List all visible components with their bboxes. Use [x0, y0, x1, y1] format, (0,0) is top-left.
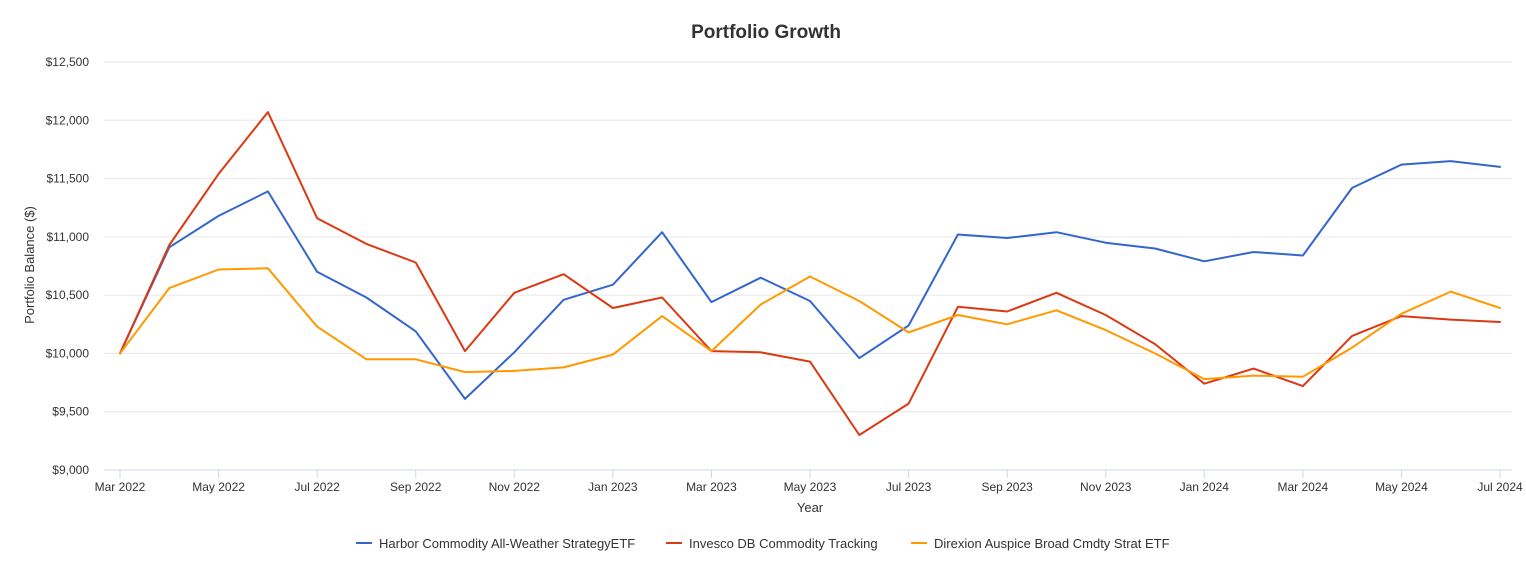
x-axis: Mar 2022 May 2022 Jul 2022 Sep 2022 Nov 2022…: [95, 469, 1523, 494]
series-lines: [119, 111, 1501, 436]
x-tick-label: Jan 2023: [588, 480, 638, 494]
x-tick-label: May 2022: [192, 480, 245, 494]
y-tick-label: $10,000: [46, 346, 90, 360]
legend-item-invesco[interactable]: Invesco DB Commodity Tracking: [666, 536, 878, 551]
x-tick-label: Sep 2022: [390, 480, 442, 494]
x-tick-label: Jul 2023: [886, 480, 932, 494]
x-tick-label: May 2024: [1375, 480, 1428, 494]
x-tick-label: May 2023: [784, 480, 837, 494]
series-line-1[interactable]: [119, 111, 1501, 436]
legend-label-direxion: Direxion Auspice Broad Cmdty Strat ETF: [934, 536, 1170, 551]
x-tick-label: Jul 2022: [294, 480, 340, 494]
y-tick-label: $11,500: [47, 172, 90, 186]
y-tick-label: $12,500: [46, 55, 90, 69]
y-tick-label: $9,000: [52, 463, 89, 477]
y-tick-label: $12,000: [46, 113, 90, 127]
gridlines: [104, 61, 1512, 413]
legend-label-invesco: Invesco DB Commodity Tracking: [689, 536, 878, 551]
y-axis-label: Portfolio Balance ($): [22, 206, 37, 324]
x-tick-label: Mar 2022: [95, 480, 146, 494]
x-tick-label: Jan 2024: [1180, 480, 1230, 494]
x-tick-label: Sep 2023: [981, 480, 1033, 494]
legend-item-harbor[interactable]: Harbor Commodity All-Weather StrategyETF: [356, 536, 635, 551]
x-tick-label: Jul 2024: [1477, 480, 1523, 494]
legend-label-harbor: Harbor Commodity All-Weather StrategyETF: [379, 536, 635, 551]
y-tick-label: $10,500: [46, 288, 90, 302]
y-tick-label: $9,500: [52, 405, 89, 419]
x-tick-label: Nov 2023: [1080, 480, 1132, 494]
legend-item-direxion[interactable]: Direxion Auspice Broad Cmdty Strat ETF: [911, 536, 1170, 551]
x-tick-label: Mar 2024: [1278, 480, 1329, 494]
chart-title: Portfolio Growth: [691, 22, 841, 43]
y-tick-label: $11,000: [47, 230, 90, 244]
x-tick-label: Nov 2022: [489, 480, 541, 494]
series-line-0[interactable]: [119, 160, 1501, 400]
y-axis: $9,000 $9,500 $10,000 $10,500 $11,000 $11,500…: [46, 55, 90, 477]
x-tick-label: Mar 2023: [686, 480, 737, 494]
x-axis-label: Year: [797, 500, 824, 515]
legend[interactable]: Harbor Commodity All-Weather StrategyETF…: [356, 536, 1170, 551]
series-line-2[interactable]: [119, 267, 1501, 381]
